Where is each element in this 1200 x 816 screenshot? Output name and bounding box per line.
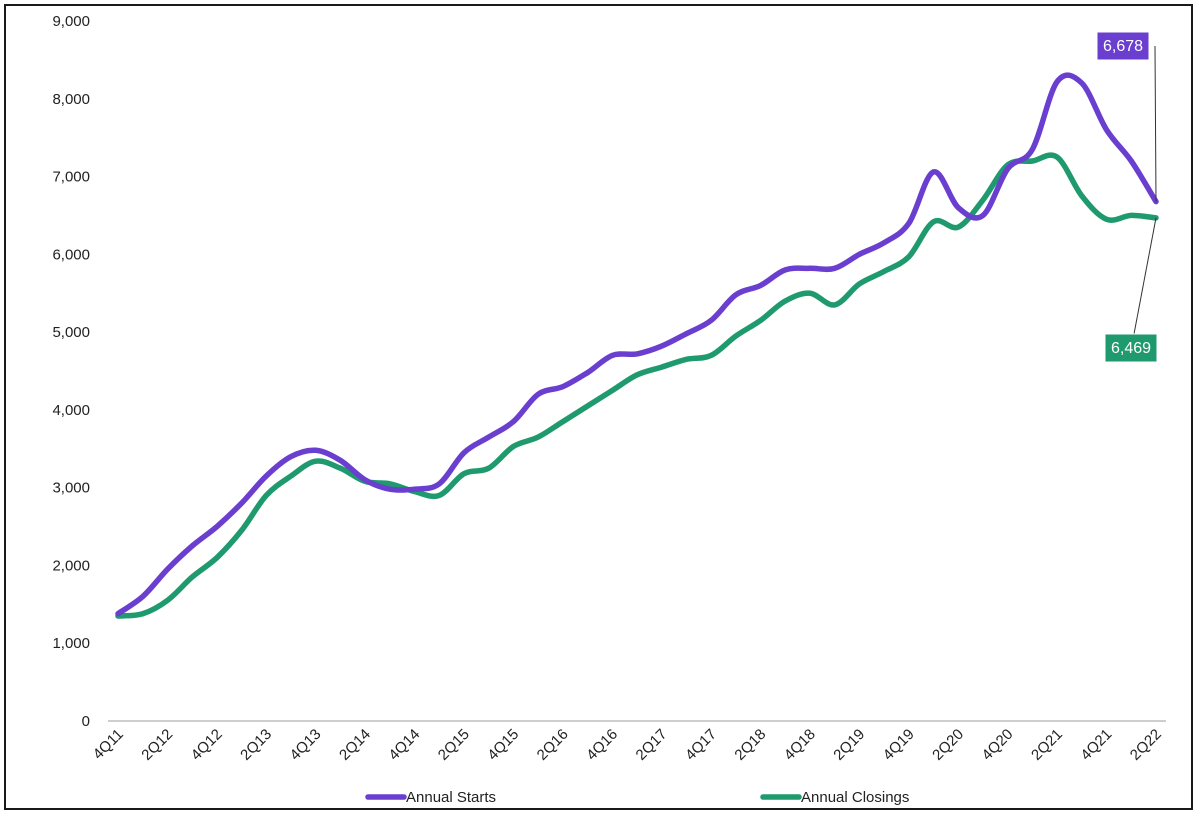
x-tick-label: 4Q14 bbox=[385, 726, 423, 764]
x-tick-label: 4Q17 bbox=[682, 726, 720, 764]
x-tick-label: 2Q17 bbox=[633, 726, 671, 764]
x-axis-labels: 4Q11 2Q12 4Q12 2Q13 4Q13 2Q14 4Q14 2Q15 4Q15 2Q16… bbox=[90, 726, 1165, 764]
x-tick-label: 2Q16 bbox=[534, 726, 572, 764]
callout-label-annual-closings: 6,469 bbox=[1111, 340, 1151, 357]
series-line-annual-starts bbox=[115, 72, 1159, 617]
end-value-callouts: 6,678 6,469 bbox=[1096, 31, 1158, 363]
callout-leader-annual-starts bbox=[1154, 45, 1157, 202]
x-tick-label: 2Q18 bbox=[731, 726, 769, 764]
x-tick-label: 2Q14 bbox=[336, 726, 374, 764]
x-tick-label: 4Q21 bbox=[1077, 726, 1115, 764]
series-lines bbox=[115, 72, 1159, 619]
chart-frame bbox=[4, 4, 1193, 810]
legend: Annual Starts Annual Closings bbox=[365, 789, 909, 806]
series-line-annual-closings bbox=[115, 152, 1159, 619]
x-tick-label: 4Q15 bbox=[484, 726, 522, 764]
x-tick-label: 4Q12 bbox=[188, 726, 226, 764]
x-tick-label: 4Q19 bbox=[880, 726, 918, 764]
callout-box-annual-starts bbox=[1096, 31, 1150, 61]
callout-label-annual-starts: 6,678 bbox=[1103, 38, 1143, 55]
x-tick-label: 4Q13 bbox=[287, 726, 325, 764]
y-tick-label: 9,000 bbox=[52, 13, 90, 30]
legend-label-annual-closings: Annual Closings bbox=[801, 789, 909, 806]
y-tick-label: 8,000 bbox=[52, 91, 90, 108]
y-tick-label: 7,000 bbox=[52, 169, 90, 186]
x-tick-label: 2Q15 bbox=[435, 726, 473, 764]
y-tick-label: 2,000 bbox=[52, 557, 90, 574]
callout-box-annual-closings bbox=[1104, 333, 1158, 363]
x-tick-label: 2Q20 bbox=[929, 726, 967, 764]
y-tick-label: 6,000 bbox=[52, 246, 90, 263]
x-tick-label: 2Q21 bbox=[1028, 726, 1066, 764]
y-tick-label: 3,000 bbox=[52, 480, 90, 497]
x-tick-label: 2Q19 bbox=[830, 726, 868, 764]
x-tick-label: 4Q16 bbox=[583, 726, 621, 764]
callout-leader-annual-closings bbox=[1133, 217, 1157, 335]
x-tick-label: 4Q11 bbox=[90, 726, 127, 763]
y-tick-label: 5,000 bbox=[52, 324, 90, 341]
x-tick-label: 4Q20 bbox=[979, 726, 1017, 764]
legend-label-annual-starts: Annual Starts bbox=[406, 789, 496, 806]
y-axis-labels: 0 1,000 2,000 3,000 4,000 5,000 6,000 7,000 8,00… bbox=[52, 13, 90, 730]
x-tick-label: 2Q12 bbox=[138, 726, 176, 764]
x-tick-label: 2Q13 bbox=[237, 726, 275, 764]
x-tick-label: 4Q18 bbox=[781, 726, 819, 764]
x-tick-label: 2Q22 bbox=[1127, 726, 1165, 764]
y-tick-label: 4,000 bbox=[52, 402, 90, 419]
y-tick-label: 0 bbox=[82, 713, 90, 730]
y-tick-label: 1,000 bbox=[52, 635, 90, 652]
